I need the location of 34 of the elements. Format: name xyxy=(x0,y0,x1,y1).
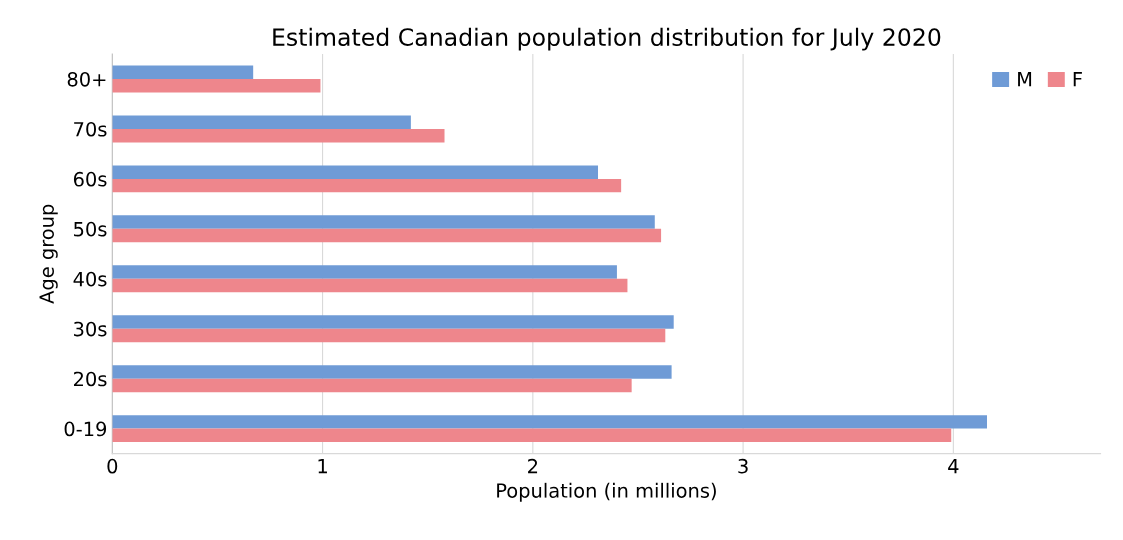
y-tick-label: 40s xyxy=(73,271,107,287)
legend-label: M xyxy=(1018,72,1032,87)
y-tick-label: 20s xyxy=(73,371,107,387)
bar xyxy=(112,178,622,193)
x-axis-title: Population (in millions) xyxy=(497,482,716,502)
bar xyxy=(112,428,952,443)
bar xyxy=(112,128,445,143)
bar xyxy=(112,328,666,343)
bar xyxy=(112,415,987,429)
bar xyxy=(112,165,599,179)
bar xyxy=(112,365,672,379)
y-tick-label: 70s xyxy=(74,121,107,137)
y-tick-label: 60s xyxy=(73,171,107,187)
bar xyxy=(112,78,321,93)
bar xyxy=(112,265,617,279)
y-axis-title: Age group xyxy=(39,204,58,304)
y-tick-label: 50s xyxy=(74,221,107,237)
bar xyxy=(112,115,411,129)
y-tick-label: 80+ xyxy=(67,71,106,87)
x-tick-label: 4 xyxy=(948,459,959,474)
bar xyxy=(112,378,632,393)
bar xyxy=(112,278,628,293)
bar xyxy=(112,315,674,329)
x-tick-label: 0 xyxy=(107,458,118,474)
bar xyxy=(112,65,254,79)
y-tick-label: 0-19 xyxy=(64,421,107,437)
x-tick-label: 1 xyxy=(318,459,327,474)
bar xyxy=(112,228,662,243)
chart-title: Estimated Canadian population distribution for July 2020 xyxy=(273,27,941,51)
bar xyxy=(112,215,655,229)
y-tick-label: 30s xyxy=(74,321,107,337)
legend-label: F xyxy=(1073,72,1082,87)
x-tick-label: 2 xyxy=(528,458,538,474)
x-tick-label: 3 xyxy=(738,458,748,474)
